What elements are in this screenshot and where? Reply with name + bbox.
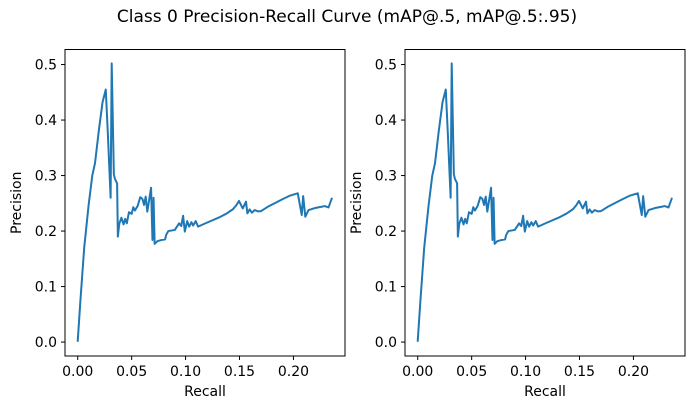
pr-curve-line [416,62,673,342]
subplot-1: 0.00 0.05 0.10 0.15 0.20 0.0 0.1 0.2 0.3 0.4 0.5 Re… [349,49,686,400]
y-tick-label: 0.0 [35,335,57,351]
y-tick-label: 0.3 [35,169,57,185]
x-tick-label: 0.05 [456,364,487,380]
y-axis-label: Precision [349,172,365,234]
x-axis-label: Recall [184,384,226,400]
subplot-0: 0.00 0.05 0.10 0.15 0.20 0.0 0.1 0.2 0.3 0.4 0.5 Re… [9,49,346,400]
y-tick-label: 0.1 [375,280,397,296]
x-tick-label: 0.10 [170,364,201,380]
y-tick-label: 0.2 [375,224,397,240]
y-tick-label: 0.4 [375,113,397,129]
x-tick-label: 0.05 [116,364,147,380]
figure-title: Class 0 Precision-Recall Curve (mAP@.5, … [116,7,578,27]
y-tick-label: 0.0 [375,335,397,351]
y-tick-label: 0.5 [35,58,57,74]
y-tick-label: 0.1 [35,280,57,296]
x-tick-label: 0.15 [564,364,595,380]
axes-spines [404,49,686,357]
pr-curve-line [76,62,333,342]
y-tick-label: 0.2 [35,224,57,240]
x-tick-label: 0.20 [278,364,309,380]
x-axis-label: Recall [524,384,566,400]
x-tick-label: 0.10 [510,364,541,380]
x-tick-label: 0.00 [402,364,433,380]
y-axis-label: Precision [9,172,25,234]
y-tick-label: 0.5 [375,58,397,74]
axes-spines [64,49,346,357]
x-tick-label: 0.20 [618,364,649,380]
x-tick-label: 0.00 [62,364,93,380]
y-tick-label: 0.4 [35,113,57,129]
y-tick-label: 0.3 [375,169,397,185]
x-tick-label: 0.15 [224,364,255,380]
